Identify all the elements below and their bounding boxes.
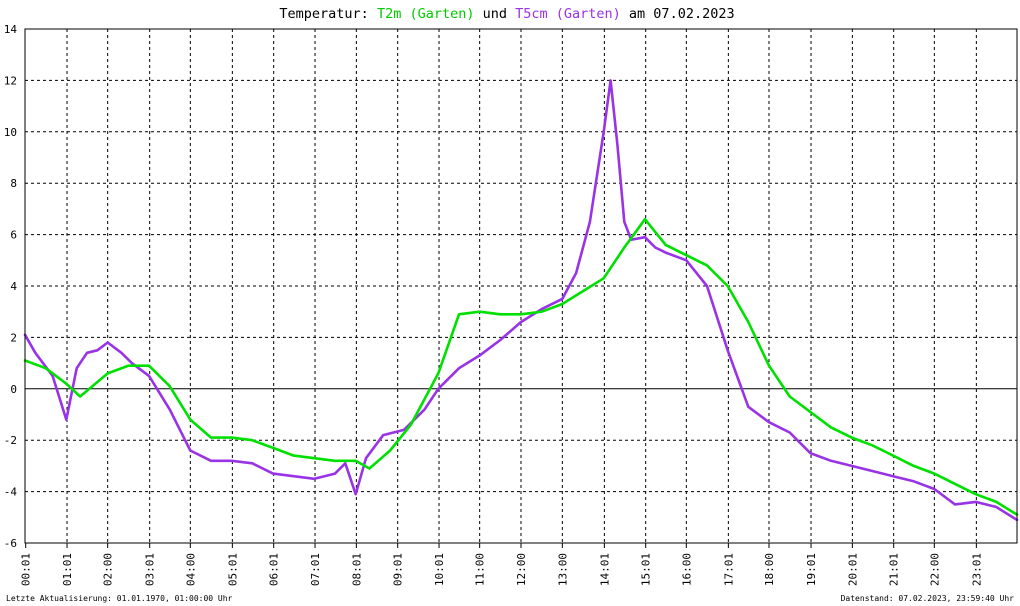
x-tick-label: 15:01 <box>640 553 653 586</box>
x-tick-label: 14:01 <box>598 553 611 586</box>
x-tick-label: 16:00 <box>680 553 693 586</box>
x-tick-label: 05:01 <box>226 553 239 586</box>
x-tick-label: 12:00 <box>515 553 528 586</box>
grid <box>25 29 1017 543</box>
x-tick-label: 13:00 <box>556 553 569 586</box>
x-tick-label: 18:00 <box>763 553 776 586</box>
y-tick-label: 12 <box>4 74 17 87</box>
footer-data-status: Datenstand: 07.02.2023, 23:59:40 Uhr <box>840 594 1014 603</box>
footer-last-update: Letzte Aktualisierung: 01.01.1970, 01:00… <box>6 594 233 603</box>
x-axis-ticks: 00:01 01:01 02:00 03:01 04:00 05:01 06:01 07:01… <box>20 543 983 586</box>
y-tick-label: 10 <box>4 126 17 139</box>
series-layer <box>23 79 1019 522</box>
y-tick-label: 8 <box>10 177 17 190</box>
y-axis-ticks: -6 -4 -2 0 2 4 6 8 10 12 14 <box>4 23 18 550</box>
y-tick-label: -4 <box>4 486 18 499</box>
x-tick-label: 19:01 <box>805 553 818 586</box>
x-tick-label: 20:01 <box>846 553 859 586</box>
x-tick-label: 09:01 <box>392 553 405 586</box>
x-tick-label: 21:01 <box>888 553 901 586</box>
plot-border <box>24 28 1018 544</box>
title-series-1: T2m (Garten) <box>377 6 475 22</box>
x-tick-label: 06:01 <box>268 553 281 586</box>
x-tick-label: 22:00 <box>928 553 941 586</box>
y-tick-label: 6 <box>10 229 17 242</box>
series-line-1 <box>23 217 1019 517</box>
x-tick-label: 10:01 <box>433 553 446 586</box>
title-series-2: T5cm (Garten) <box>515 6 621 22</box>
x-tick-label: 02:00 <box>102 553 115 586</box>
x-tick-label: 11:00 <box>474 553 487 586</box>
x-tick-label: 07:01 <box>309 553 322 586</box>
x-tick-label: 01:01 <box>61 553 74 586</box>
title-middle: und <box>474 6 515 22</box>
x-tick-label: 04:00 <box>184 553 197 586</box>
chart-title: Temperatur: T2m (Garten) und T5cm (Garte… <box>279 6 734 22</box>
x-tick-label: 08:01 <box>350 553 363 586</box>
plot-frame <box>24 28 1018 544</box>
y-tick-label: 14 <box>4 23 18 36</box>
y-tick-label: 2 <box>10 331 17 344</box>
title-prefix: Temperatur: <box>279 6 377 22</box>
x-tick-label: 17:01 <box>722 553 735 586</box>
y-tick-label: -6 <box>4 537 17 550</box>
y-tick-label: -2 <box>4 434 17 447</box>
x-tick-label: 03:01 <box>144 553 157 586</box>
y-tick-label: 0 <box>10 383 17 396</box>
y-tick-label: 4 <box>10 280 17 293</box>
series-line-2 <box>23 79 1019 522</box>
x-tick-label: 00:01 <box>20 553 33 586</box>
x-tick-label: 23:01 <box>970 553 983 586</box>
title-suffix: am 07.02.2023 <box>621 6 735 22</box>
